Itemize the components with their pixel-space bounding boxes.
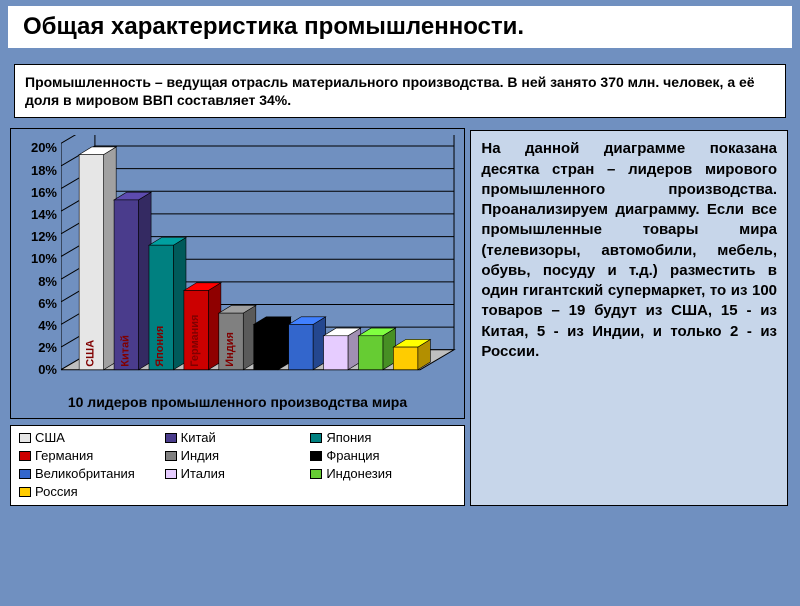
legend-item: США bbox=[19, 430, 165, 445]
legend-item: Китай bbox=[165, 430, 311, 445]
y-tick: 12% bbox=[15, 230, 57, 243]
svg-text:Китай: Китай bbox=[119, 335, 131, 367]
y-tick: 0% bbox=[15, 363, 57, 376]
y-tick: 18% bbox=[15, 164, 57, 177]
legend: США Китай Япония Германия Индия Франция Велико… bbox=[10, 425, 465, 506]
title-bar: Общая характеристика промышленности. bbox=[8, 6, 792, 48]
legend-label: Россия bbox=[35, 484, 78, 499]
description-text: На данной диаграмме показана десятка стр… bbox=[481, 140, 777, 360]
intro-box: Промышленность – ведущая отрасль материа… bbox=[14, 64, 786, 118]
chart-panel: 0% 2% 4% 6% 8% 10% 12% 14% 16% 18% 20% США Китай Япо… bbox=[10, 128, 474, 506]
description-box: На данной диаграмме показана десятка стр… bbox=[470, 130, 788, 506]
legend-item: Япония bbox=[310, 430, 456, 445]
y-tick: 20% bbox=[15, 141, 57, 154]
legend-swatch bbox=[310, 433, 322, 443]
legend-label: Индия bbox=[181, 448, 219, 463]
legend-swatch bbox=[19, 487, 31, 497]
legend-swatch bbox=[165, 451, 177, 461]
legend-swatch bbox=[165, 469, 177, 479]
y-tick: 10% bbox=[15, 252, 57, 265]
legend-label: Франция bbox=[326, 448, 379, 463]
legend-swatch bbox=[165, 433, 177, 443]
legend-swatch bbox=[19, 451, 31, 461]
y-tick: 6% bbox=[15, 297, 57, 310]
intro-text: Промышленность – ведущая отрасль материа… bbox=[25, 74, 755, 108]
legend-item: Италия bbox=[165, 466, 311, 481]
legend-label: Италия bbox=[181, 466, 225, 481]
legend-swatch bbox=[310, 451, 322, 461]
y-tick: 2% bbox=[15, 341, 57, 354]
legend-label: Великобритания bbox=[35, 466, 135, 481]
legend-label: Китай bbox=[181, 430, 216, 445]
plot3d: США Китай Япония Германия Индия bbox=[61, 135, 460, 390]
chart-title: 10 лидеров промышленного производства ми… bbox=[15, 390, 460, 414]
svg-text:Индия: Индия bbox=[224, 332, 236, 367]
legend-item: Индонезия bbox=[310, 466, 456, 481]
legend-label: Япония bbox=[326, 430, 371, 445]
plot-wrap: 0% 2% 4% 6% 8% 10% 12% 14% 16% 18% 20% США Китай Япо… bbox=[15, 135, 460, 390]
legend-swatch bbox=[310, 469, 322, 479]
chart-svg: США Китай Япония Германия Индия bbox=[61, 135, 460, 390]
y-tick: 16% bbox=[15, 186, 57, 199]
y-axis: 0% 2% 4% 6% 8% 10% 12% 14% 16% 18% 20% bbox=[15, 135, 61, 390]
legend-swatch bbox=[19, 433, 31, 443]
y-tick: 4% bbox=[15, 319, 57, 332]
svg-text:Япония: Япония bbox=[154, 326, 166, 367]
legend-item: Франция bbox=[310, 448, 456, 463]
legend-item: Россия bbox=[19, 484, 165, 499]
legend-label: США bbox=[35, 430, 65, 445]
chart-box: 0% 2% 4% 6% 8% 10% 12% 14% 16% 18% 20% США Китай Япо… bbox=[10, 128, 465, 419]
svg-text:Германия: Германия bbox=[189, 315, 201, 367]
legend-label: Индонезия bbox=[326, 466, 392, 481]
legend-label: Германия bbox=[35, 448, 93, 463]
legend-item: Германия bbox=[19, 448, 165, 463]
main-area: 0% 2% 4% 6% 8% 10% 12% 14% 16% 18% 20% США Китай Япо… bbox=[0, 128, 800, 506]
legend-swatch bbox=[19, 469, 31, 479]
svg-text:США: США bbox=[84, 340, 96, 367]
y-tick: 14% bbox=[15, 208, 57, 221]
legend-item: Индия bbox=[165, 448, 311, 463]
y-tick: 8% bbox=[15, 275, 57, 288]
legend-item: Великобритания bbox=[19, 466, 165, 481]
page-title: Общая характеристика промышленности. bbox=[23, 13, 777, 41]
